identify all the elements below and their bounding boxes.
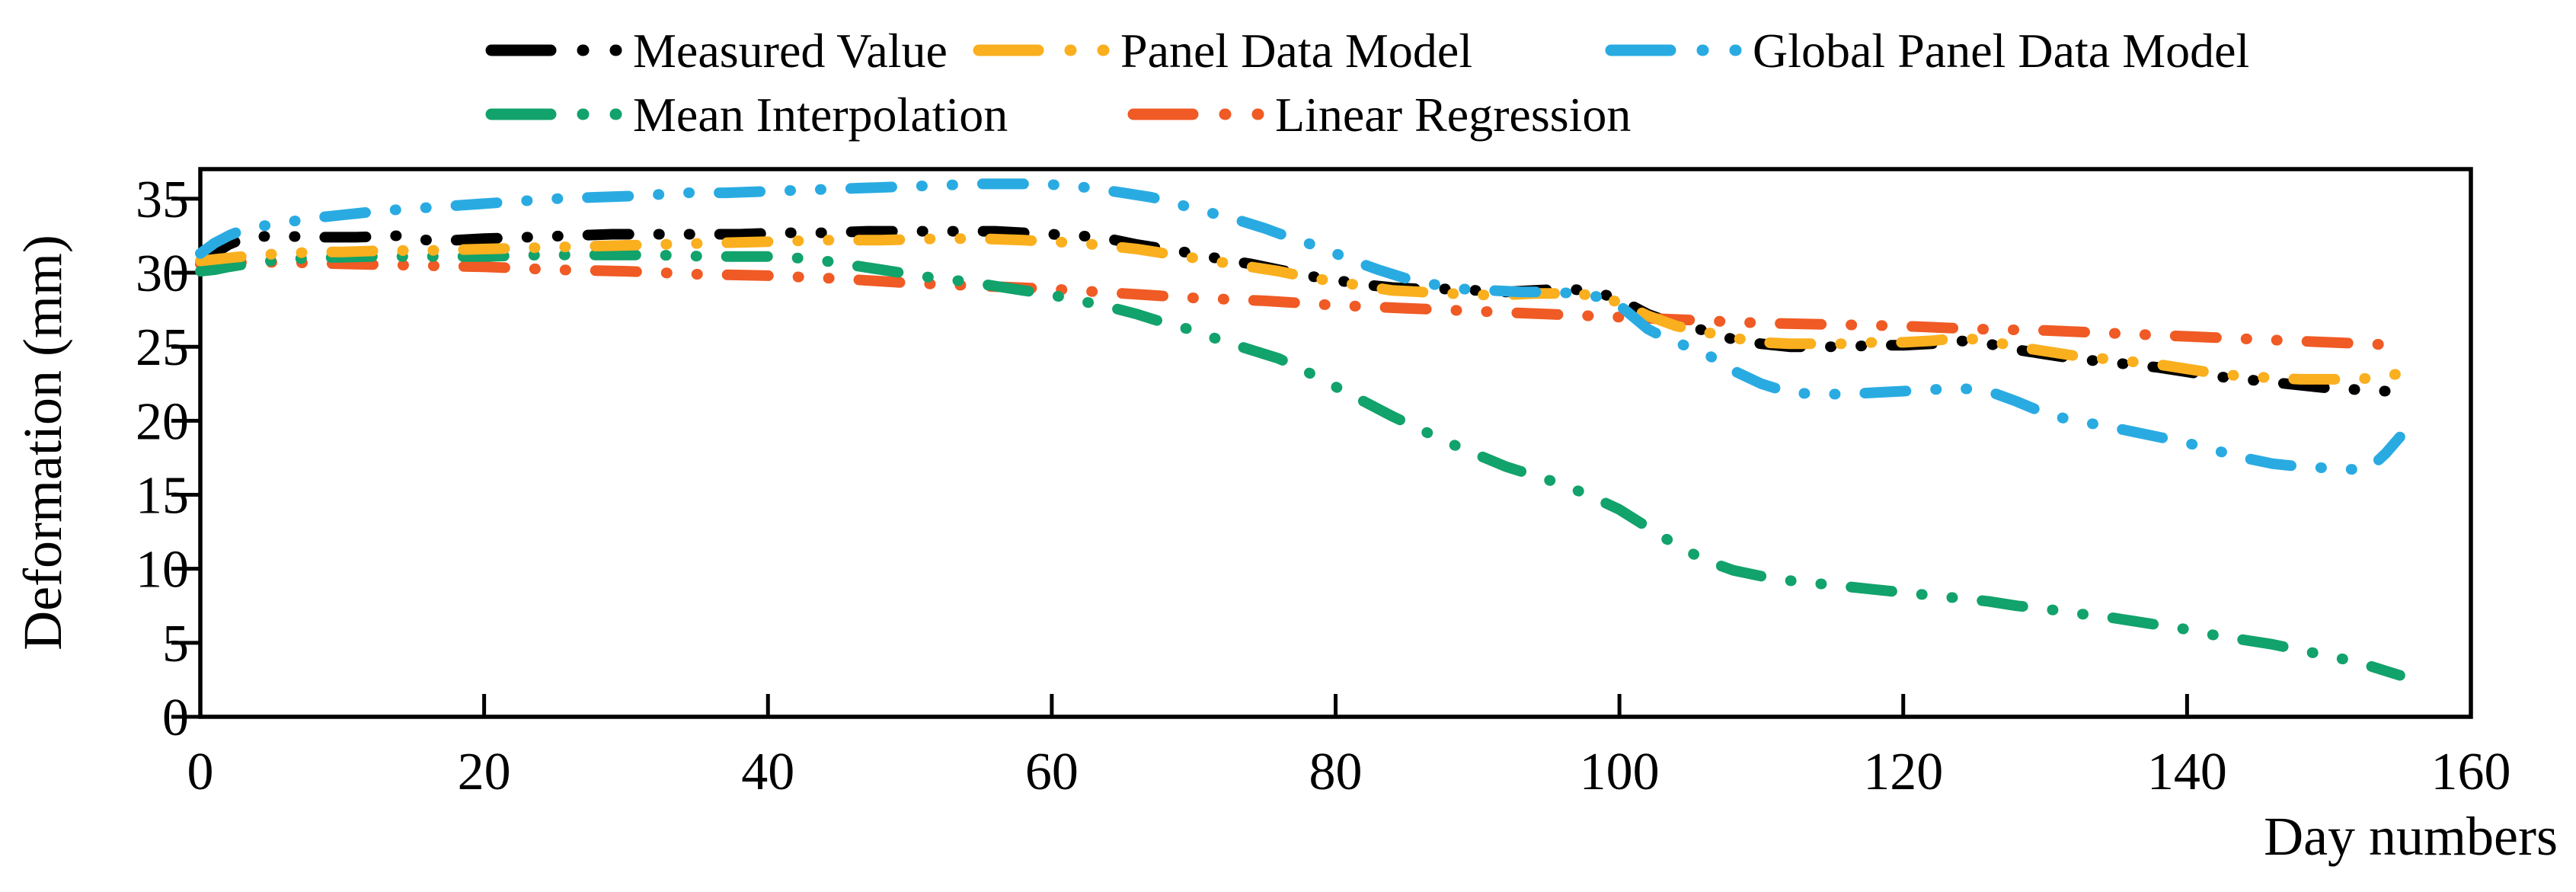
legend-item-panel-data-model: Panel Data Model [973, 24, 1472, 78]
y-tick-label: 15 [136, 467, 189, 526]
y-tick-label: 30 [136, 245, 189, 303]
legend-label-measured-value: Measured Value [633, 24, 948, 78]
y-axis: 0 5 10 15 20 25 30 35 Deformation (mm) [12, 171, 200, 747]
legend-item-linear-regression: Linear Regression [1127, 88, 1631, 142]
series-panel-data-model [195, 233, 2405, 385]
x-tick-label: 100 [1580, 743, 1660, 801]
y-axis-title: Deformation (mm) [12, 235, 73, 651]
series-mean-interpolation [195, 249, 2405, 681]
y-tick-label: 25 [136, 318, 189, 377]
y-tick-label: 10 [136, 541, 189, 599]
x-tick-label: 160 [2431, 743, 2511, 801]
y-tick-label: 35 [136, 171, 189, 229]
legend: Measured Value Panel Data Model Global Pan… [485, 24, 2249, 142]
x-tick-label: 40 [741, 743, 794, 801]
y-tick-label: 5 [162, 615, 189, 673]
legend-item-measured-value: Measured Value [485, 24, 948, 78]
y-tick-label: 20 [136, 392, 189, 451]
legend-item-global-panel-data-model: Global Panel Data Model [1605, 24, 2249, 78]
series-lines [195, 178, 2405, 681]
x-tick-label: 0 [187, 743, 214, 801]
x-tick-label: 20 [458, 743, 511, 801]
x-tick-label: 120 [1863, 743, 1943, 801]
x-tick-label: 80 [1309, 743, 1363, 801]
legend-label-mean-interpolation: Mean Interpolation [633, 88, 1008, 142]
x-axis-title: Day numbers [2264, 806, 2558, 867]
series-global-panel-data-model [195, 178, 2405, 475]
legend-item-mean-interpolation: Mean Interpolation [485, 88, 1008, 142]
series-linear-regression [195, 257, 2405, 351]
legend-label-linear-regression: Linear Regression [1275, 88, 1631, 142]
x-tick-label: 60 [1025, 743, 1079, 801]
x-tick-label: 140 [2147, 743, 2227, 801]
legend-label-panel-data-model: Panel Data Model [1120, 24, 1472, 78]
legend-label-global-panel-data-model: Global Panel Data Model [1753, 24, 2249, 78]
y-tick-label: 0 [162, 689, 189, 747]
